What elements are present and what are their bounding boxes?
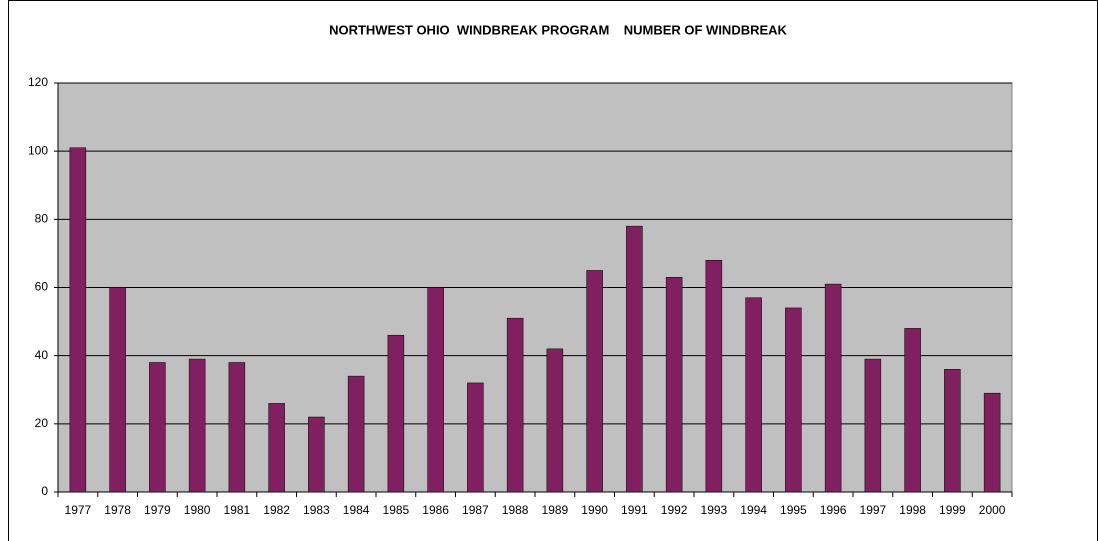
x-tick-label: 1986 xyxy=(422,503,449,517)
x-tick-label: 1990 xyxy=(581,503,608,517)
bar xyxy=(824,283,842,493)
y-tick-label: 40 xyxy=(35,348,49,362)
bar xyxy=(506,317,524,493)
x-tick-label: 1978 xyxy=(104,503,131,517)
y-tick-label: 120 xyxy=(28,75,48,89)
x-tick-label: 1984 xyxy=(343,503,370,517)
bar xyxy=(467,382,484,493)
bar xyxy=(188,358,206,493)
y-tick-label: 100 xyxy=(28,143,48,157)
x-tick-label: 1985 xyxy=(383,503,410,517)
bar xyxy=(268,403,285,493)
x-tick-label: 1979 xyxy=(144,503,171,517)
x-tick-label: 1993 xyxy=(701,503,728,517)
x-tick-label: 1987 xyxy=(462,503,489,517)
chart-title: NORTHWEST OHIO WINDBREAK PROGRAM NUMBER … xyxy=(329,22,787,37)
bar xyxy=(109,287,126,493)
bar xyxy=(347,375,365,493)
bar xyxy=(69,147,87,493)
bar xyxy=(308,416,325,493)
y-tick-label: 80 xyxy=(35,212,49,226)
x-tick-label: 1996 xyxy=(820,503,847,517)
x-tick-label: 1998 xyxy=(899,503,926,517)
x-tick-label: 1983 xyxy=(303,503,330,517)
x-tick-label: 1982 xyxy=(263,503,290,517)
x-tick-label: 1991 xyxy=(621,503,648,517)
x-tick-label: 1980 xyxy=(184,503,211,517)
bar xyxy=(626,225,643,493)
bar xyxy=(864,358,882,493)
bar xyxy=(705,259,723,493)
x-tick-label: 1977 xyxy=(65,503,92,517)
x-tick-label: 1992 xyxy=(661,503,688,517)
x-tick-label: 1997 xyxy=(860,503,887,517)
x-tick-label: 1989 xyxy=(542,503,569,517)
y-tick-label: 20 xyxy=(35,416,49,430)
bar xyxy=(904,328,921,493)
y-tick-label: 60 xyxy=(35,280,49,294)
bar xyxy=(665,277,683,493)
bar xyxy=(586,270,603,493)
bar xyxy=(228,362,246,493)
x-tick-label: 1999 xyxy=(939,503,966,517)
bar xyxy=(944,369,961,493)
x-tick-label: 1988 xyxy=(502,503,529,517)
x-tick-label: 1994 xyxy=(740,503,767,517)
bar xyxy=(785,307,802,493)
x-tick-label: 1995 xyxy=(780,503,807,517)
bar xyxy=(546,348,564,493)
x-tick-label: 2000 xyxy=(979,503,1006,517)
bar xyxy=(387,334,405,493)
bar xyxy=(149,362,166,493)
bar xyxy=(427,287,444,493)
bar xyxy=(983,392,1001,493)
y-tick-label: 0 xyxy=(41,484,48,498)
bar xyxy=(745,297,762,493)
x-tick-label: 1981 xyxy=(224,503,251,517)
